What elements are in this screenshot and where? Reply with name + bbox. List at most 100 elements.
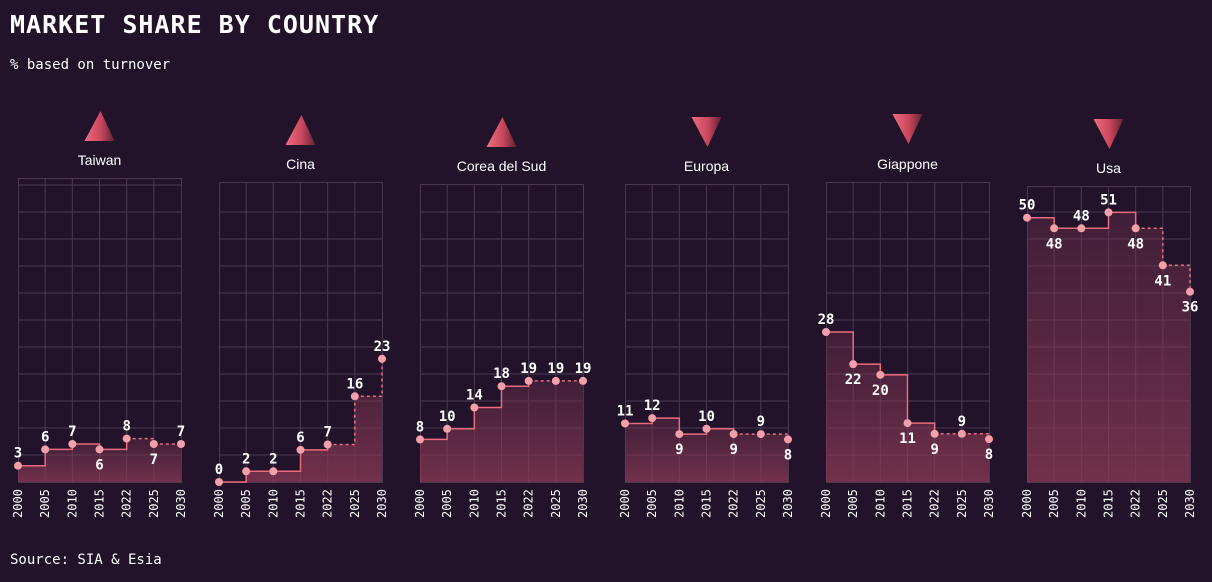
x-tick-label: 2015 [901, 489, 915, 518]
x-tick-label: 2010 [672, 489, 686, 518]
country-name: Europa [684, 158, 729, 174]
data-point [1186, 287, 1194, 296]
data-point [903, 419, 912, 428]
data-point [729, 430, 738, 439]
data-label: 18 [493, 366, 510, 382]
data-label: 19 [520, 361, 537, 377]
history-segment [1081, 212, 1110, 230]
data-point [41, 445, 50, 454]
country-name: Cina [286, 156, 315, 172]
data-point [985, 435, 993, 444]
history-segment [273, 449, 302, 473]
data-label: 19 [575, 361, 592, 377]
trend-up-icon [486, 117, 517, 147]
data-label: 2 [269, 451, 277, 467]
x-tick-label: 2025 [147, 489, 161, 518]
x-tick-label: 2030 [982, 489, 996, 518]
history-segment [880, 374, 909, 424]
data-point [756, 430, 765, 439]
x-tick-label: 2025 [955, 489, 969, 518]
data-point [242, 467, 251, 476]
trend-down-icon [1093, 119, 1124, 149]
data-label: 6 [41, 429, 49, 445]
data-point [1104, 208, 1113, 217]
data-point [784, 435, 792, 444]
x-tick-label: 2015 [93, 489, 107, 518]
x-tick-label: 2000 [618, 489, 632, 518]
data-point [849, 360, 858, 369]
data-label: 51 [1100, 192, 1117, 208]
data-label: 7 [323, 425, 331, 441]
area-fill [1027, 212, 1190, 482]
data-point [1050, 224, 1059, 233]
data-point [1023, 213, 1031, 222]
data-point [497, 382, 506, 391]
data-label: 9 [930, 442, 938, 458]
data-point [323, 440, 332, 449]
data-label: 9 [675, 442, 683, 458]
data-label: 3 [14, 446, 22, 462]
country-name: Giappone [877, 156, 938, 172]
data-point [524, 376, 533, 385]
x-tick-label: 2025 [1156, 489, 1170, 518]
data-label: 8 [985, 447, 993, 463]
data-label: 36 [1182, 300, 1199, 316]
data-point [579, 376, 587, 385]
history-segment [18, 449, 46, 467]
data-label: 11 [617, 403, 634, 419]
data-label: 8 [122, 419, 130, 435]
country-name: Usa [1096, 160, 1121, 176]
data-point [930, 429, 939, 438]
data-point [296, 445, 305, 454]
history-segment [679, 428, 708, 435]
trend-down-icon [892, 114, 923, 144]
x-tick-label: 2015 [294, 489, 308, 518]
data-label: 48 [1127, 236, 1144, 252]
x-tick-label: 2025 [348, 489, 362, 518]
x-tick-label: 2005 [846, 489, 860, 518]
data-point [648, 414, 657, 423]
area-fill [219, 358, 382, 482]
country-panel-taiwan: Taiwan 3 6 7 6 8 7 7 2000 2005 2010 2015 2022 2025 203… [11, 111, 188, 518]
data-label: 9 [729, 442, 737, 458]
x-tick-label: 2022 [120, 489, 134, 518]
x-tick-label: 2005 [440, 489, 454, 518]
data-point [443, 424, 452, 433]
data-label: 16 [346, 376, 363, 392]
data-point [675, 430, 684, 439]
data-label: 7 [68, 424, 76, 440]
projection-segment [1162, 264, 1191, 292]
x-tick-label: 2000 [11, 489, 25, 518]
data-point [215, 478, 223, 486]
data-point [621, 419, 629, 428]
data-point [1077, 224, 1086, 233]
x-tick-label: 2030 [174, 489, 188, 518]
data-label: 50 [1019, 198, 1036, 214]
x-tick-label: 2022 [928, 489, 942, 518]
data-point [551, 376, 560, 385]
country-panel-giappone: Giappone 28 22 20 11 9 9 8 2000 2005 2010 2015 2022 2… [818, 114, 996, 518]
history-segment [826, 331, 854, 365]
x-tick-label: 2025 [549, 489, 563, 518]
history-segment [652, 417, 681, 435]
country-name: Corea del Sud [457, 158, 547, 174]
data-label: 10 [439, 409, 456, 425]
x-tick-label: 2005 [239, 489, 253, 518]
data-label: 9 [757, 414, 765, 430]
country-name: Taiwan [78, 152, 122, 168]
data-point [149, 440, 158, 448]
x-tick-label: 2030 [781, 489, 795, 518]
data-label: 8 [416, 419, 424, 435]
x-tick-label: 2025 [754, 489, 768, 518]
x-tick-label: 2010 [873, 489, 887, 518]
trend-down-icon [691, 117, 722, 147]
x-tick-label: 2015 [700, 489, 714, 518]
x-tick-label: 2015 [495, 489, 509, 518]
data-label: 14 [466, 388, 483, 404]
data-label: 11 [899, 431, 916, 447]
x-tick-label: 2005 [38, 489, 52, 518]
trend-up-icon [285, 115, 316, 145]
data-point [350, 392, 359, 401]
data-label: 6 [95, 457, 103, 473]
